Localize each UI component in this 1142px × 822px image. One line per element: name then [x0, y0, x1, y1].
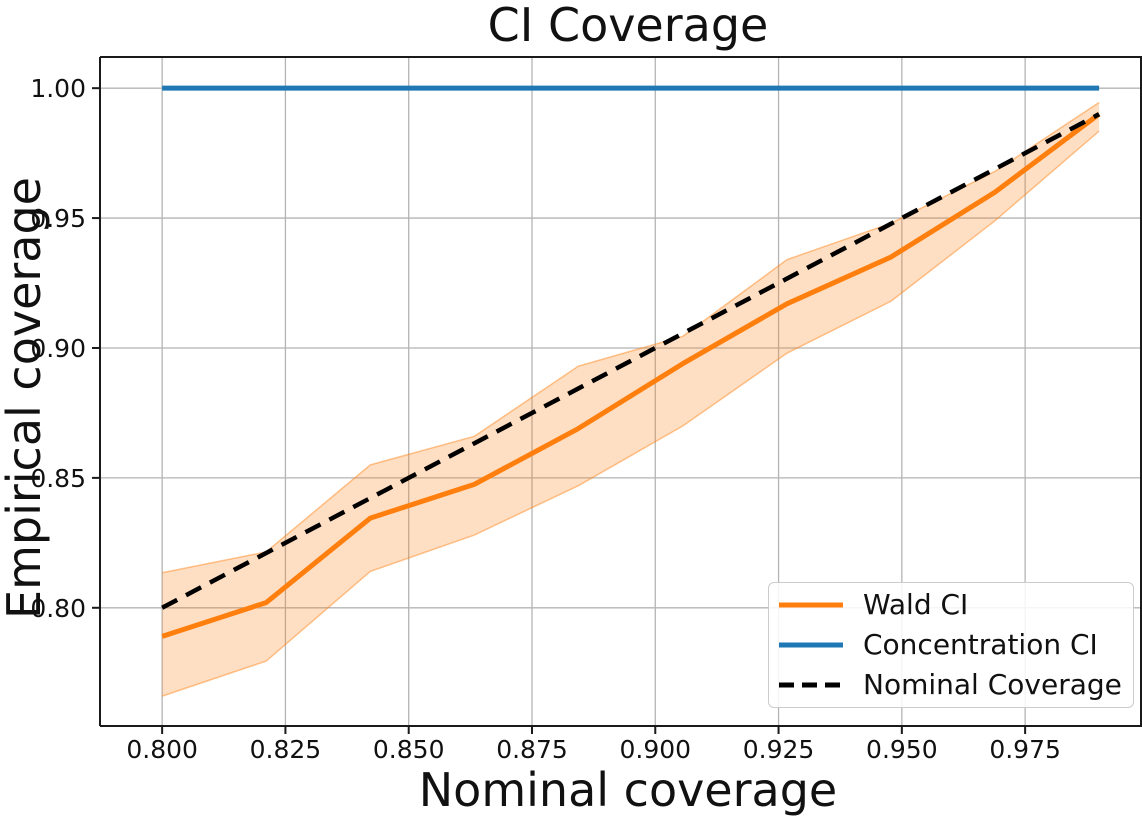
legend: Wald CI Concentration CI Nominal Coverag… [768, 582, 1134, 708]
wald-ci-line-swatch-icon [779, 602, 843, 608]
y-tick-label: 1.00 [30, 74, 86, 103]
y-tick-label: 0.95 [30, 204, 86, 233]
x-axis-label: Nominal coverage [419, 763, 837, 817]
y-tick-label: 0.90 [30, 334, 86, 363]
wald-ci-band [162, 102, 1100, 697]
y-axis-label: Empirical coverage [0, 177, 51, 619]
legend-label-concentration-ci: Concentration CI [863, 628, 1098, 661]
legend-item-nominal-coverage: Nominal Coverage [779, 665, 1133, 705]
x-tick-label: 0.975 [989, 735, 1061, 764]
x-tick-label: 0.950 [866, 735, 938, 764]
legend-item-wald-ci: Wald CI [779, 585, 1133, 625]
y-tick-label: 0.85 [30, 464, 86, 493]
x-tick-label: 0.800 [126, 735, 198, 764]
x-tick-label: 0.850 [373, 735, 445, 764]
x-tick-label: 0.825 [250, 735, 322, 764]
nominal-coverage-line [161, 112, 1101, 610]
wald-ci-line [161, 112, 1101, 639]
concentration-ci-line-swatch-icon [779, 642, 843, 648]
legend-label-wald-ci: Wald CI [863, 588, 969, 621]
x-tick-label: 0.925 [743, 735, 815, 764]
y-tick-label: 0.80 [30, 594, 86, 623]
chart-title: CI Coverage [488, 0, 769, 52]
x-tick-label: 0.875 [496, 735, 568, 764]
x-tick-label: 0.900 [619, 735, 691, 764]
wald-ci-band-lower-edge [161, 130, 1100, 697]
nominal-coverage-dashed-swatch-icon [779, 682, 843, 688]
legend-item-concentration-ci: Concentration CI [779, 625, 1133, 665]
wald-ci-band-upper-edge [161, 101, 1100, 574]
legend-label-nominal-coverage: Nominal Coverage [863, 668, 1122, 701]
